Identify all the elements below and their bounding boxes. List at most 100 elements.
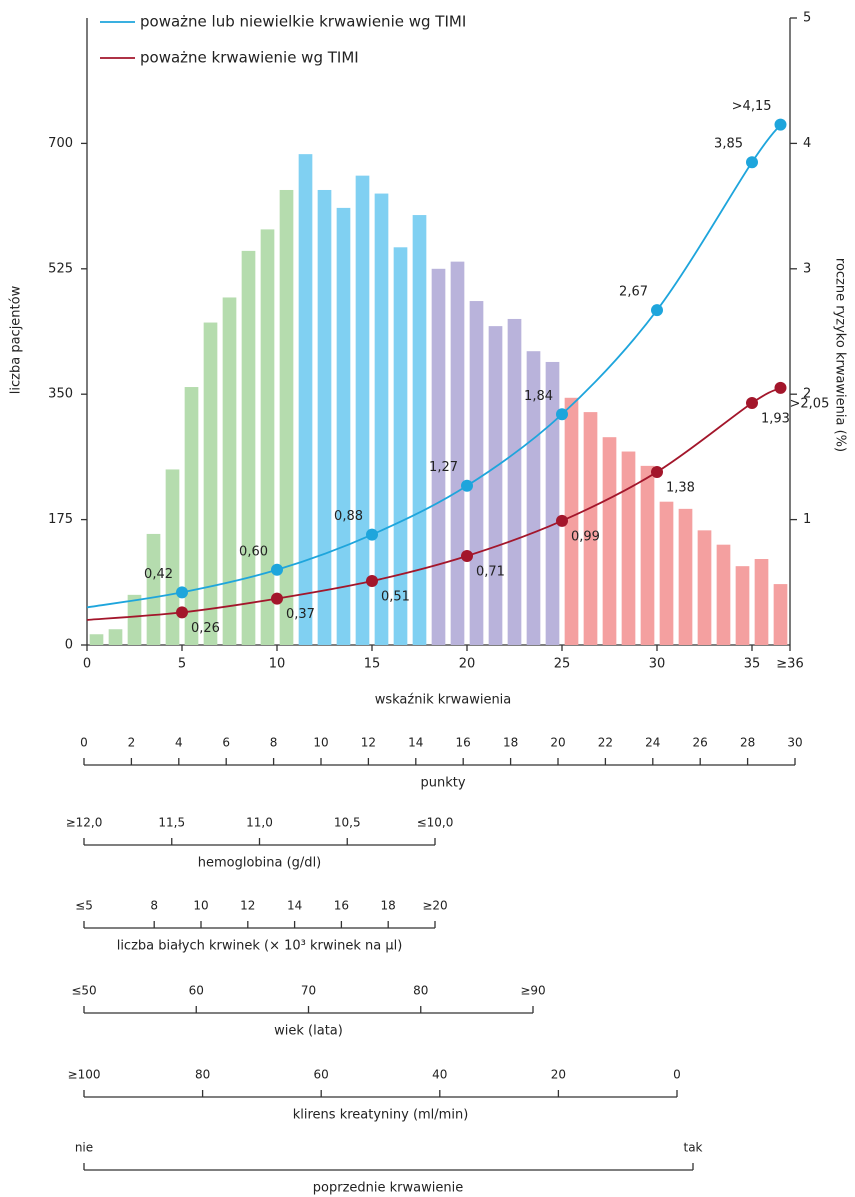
bar	[773, 584, 788, 645]
bar	[222, 297, 237, 645]
scale-tick-label: 60	[314, 1068, 329, 1082]
data-label: >4,15	[732, 99, 772, 114]
scale-tick-label: 12	[361, 736, 376, 750]
scale-tick-label: 11,0	[246, 816, 273, 830]
x-tick-label: 15	[364, 657, 381, 672]
x-tick-label: 25	[554, 657, 571, 672]
y2-tick-label: 2	[803, 387, 811, 402]
y-axis-label: liczba pacjentów	[9, 285, 24, 394]
bar	[203, 322, 218, 645]
bar	[659, 501, 674, 645]
scale-title: klirens kreatyniny (ml/min)	[293, 1108, 469, 1123]
point	[556, 408, 568, 421]
scale-tick-label: ≥90	[520, 984, 545, 998]
x-tick-label: 20	[459, 657, 476, 672]
bar	[621, 451, 636, 645]
bar	[317, 189, 332, 645]
scale-tick-label: 14	[408, 736, 423, 750]
bar	[393, 247, 408, 645]
scale-tick-label: 14	[287, 899, 302, 913]
data-label: 0,26	[191, 621, 220, 636]
scale-tick-label: ≥100	[68, 1068, 101, 1082]
bar	[469, 301, 484, 645]
scale-tick-label: 22	[598, 736, 613, 750]
scale-tick-label: ≥12,0	[66, 816, 103, 830]
data-label: 0,88	[334, 509, 363, 524]
scale-tick-label: 60	[189, 984, 204, 998]
scale-title: hemoglobina (g/dl)	[198, 856, 322, 871]
scale-tick-label: 30	[787, 736, 802, 750]
point	[556, 514, 568, 527]
x-axis-label: wskaźnik krwawienia	[375, 693, 512, 708]
point	[746, 156, 758, 169]
point	[366, 575, 378, 588]
bar	[241, 250, 256, 645]
x-tick-label: 35	[744, 657, 761, 672]
point	[651, 465, 663, 478]
scale-tick-label: 10	[193, 899, 208, 913]
data-label: 2,67	[619, 285, 648, 300]
point	[271, 592, 283, 605]
bar	[431, 268, 446, 645]
x-tick-label: 5	[178, 657, 186, 672]
scale-tick-label: ≤50	[71, 984, 96, 998]
bar	[279, 189, 294, 645]
scale-tick-label: 18	[503, 736, 518, 750]
data-label: 0,37	[286, 607, 315, 622]
legend-label: poważne lub niewielkie krwawienie wg TIM…	[140, 13, 466, 31]
bar	[336, 207, 351, 646]
scale-tick-label: tak	[683, 1141, 702, 1155]
scale-tick-label: 8	[150, 899, 158, 913]
bar	[583, 412, 598, 645]
data-label: 1,84	[524, 389, 553, 404]
x-tick-label: 0	[83, 657, 91, 672]
bar	[450, 261, 465, 645]
scale-tick-label: 40	[432, 1068, 447, 1082]
scale-tick-label: 0	[673, 1068, 681, 1082]
point	[271, 563, 283, 576]
scale-title: poprzednie krwawienie	[313, 1181, 463, 1196]
scale-tick-label: 80	[195, 1068, 210, 1082]
bar	[488, 326, 503, 645]
scale-tick-label: 10,5	[334, 816, 361, 830]
scale-tick-label: 18	[381, 899, 396, 913]
data-label: >2,05	[790, 396, 830, 411]
bar	[716, 544, 731, 645]
y2-tick-label: 5	[803, 11, 811, 26]
data-label: 1,93	[761, 411, 790, 426]
bar	[754, 559, 769, 645]
x-tick-label: ≥36	[776, 657, 803, 672]
y-tick-label: 0	[65, 638, 73, 653]
scale-tick-label: 16	[456, 736, 471, 750]
legend-label: poważne krwawienie wg TIMI	[140, 49, 359, 67]
bar	[697, 530, 712, 645]
scale-tick-label: 6	[222, 736, 230, 750]
point	[366, 528, 378, 541]
scale-tick-label: ≤10,0	[417, 816, 454, 830]
bar	[507, 318, 522, 645]
bar	[564, 397, 579, 645]
scale-tick-label: 80	[413, 984, 428, 998]
scale-tick-label: 20	[551, 1068, 566, 1082]
data-label: 1,27	[429, 460, 458, 475]
scale-title: liczba białych krwinek (× 10³ krwinek na…	[117, 939, 403, 954]
bar	[127, 594, 142, 645]
scale-tick-label: ≤5	[75, 899, 93, 913]
bar	[735, 566, 750, 645]
bar	[355, 175, 370, 645]
x-tick-label: 10	[269, 657, 286, 672]
point	[774, 118, 787, 131]
y-tick-label: 350	[48, 387, 73, 402]
y2-axis-label: roczne ryzyko krwawienia (%)	[833, 258, 848, 452]
scale-tick-label: 8	[270, 736, 278, 750]
scale-tick-label: ≥20	[422, 899, 447, 913]
x-tick-label: 30	[649, 657, 666, 672]
y-tick-label: 175	[48, 512, 73, 527]
scale-title: wiek (lata)	[274, 1024, 343, 1039]
point	[651, 304, 663, 317]
scale-tick-label: 11,5	[158, 816, 185, 830]
scale-tick-label: 16	[334, 899, 349, 913]
bar	[526, 351, 541, 645]
scale-tick-label: 0	[80, 736, 88, 750]
